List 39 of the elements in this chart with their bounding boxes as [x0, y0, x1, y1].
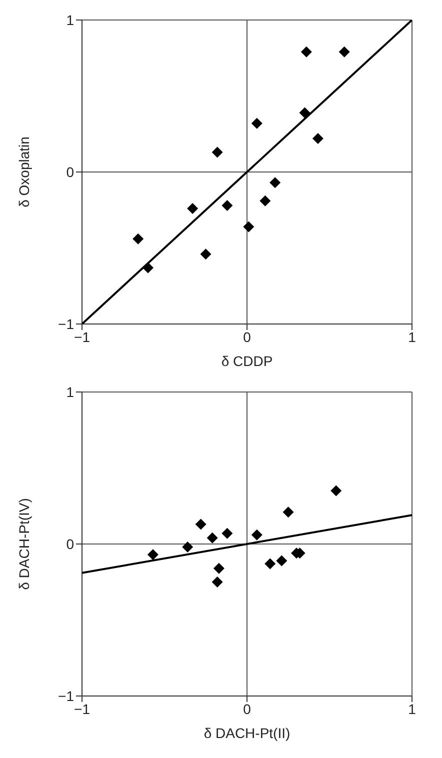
- x-axis-title: δ DACH-Pt(II): [204, 725, 290, 741]
- x-tick-label: 1: [408, 700, 416, 717]
- point: [276, 555, 288, 566]
- point: [212, 146, 223, 158]
- point: [260, 195, 271, 206]
- point: [187, 202, 198, 214]
- point: [222, 200, 233, 211]
- x-tick-label: 0: [243, 700, 252, 717]
- point: [312, 133, 324, 144]
- y-tick-label: 1: [66, 12, 74, 28]
- point: [182, 542, 194, 553]
- point: [264, 558, 276, 570]
- point: [213, 562, 224, 574]
- x-tick-label: 0: [243, 328, 252, 345]
- point: [300, 46, 312, 58]
- point: [195, 518, 206, 530]
- y-axis-title: δ Oxoplatin: [16, 136, 32, 208]
- y-tick-label: −1: [58, 688, 74, 704]
- point: [147, 549, 158, 560]
- y-tick-label: −1: [58, 316, 74, 332]
- point: [330, 485, 342, 496]
- point: [212, 576, 223, 588]
- point: [270, 177, 281, 188]
- point: [338, 46, 350, 58]
- x-tick-label: 1: [408, 328, 416, 345]
- y-tick-label: 1: [66, 384, 74, 400]
- point: [206, 532, 218, 544]
- point: [282, 506, 294, 518]
- y-tick-label: 0: [66, 164, 74, 180]
- x-axis-title: δ CDDP: [221, 353, 273, 369]
- y-tick-label: 0: [66, 536, 74, 552]
- point: [132, 233, 144, 244]
- point: [251, 529, 262, 540]
- point: [222, 528, 233, 539]
- y-axis-title: δ DACH-Pt(IV): [16, 498, 32, 590]
- point: [251, 118, 262, 129]
- point: [200, 248, 212, 260]
- point: [243, 221, 254, 232]
- point: [299, 107, 310, 118]
